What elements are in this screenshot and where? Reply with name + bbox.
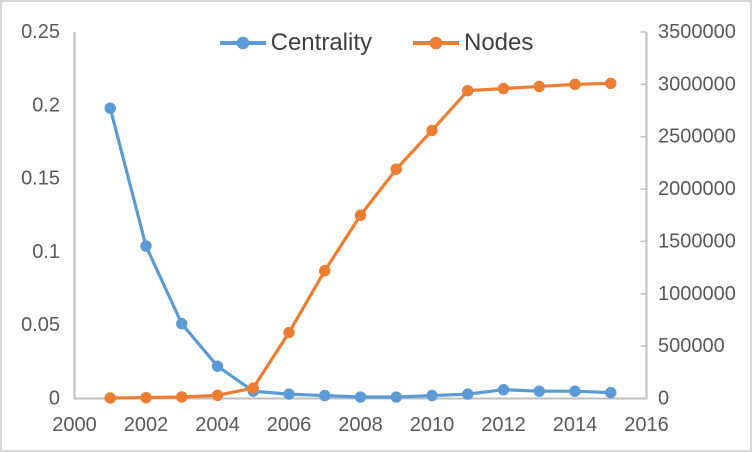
nodes-series-line [108,81,613,400]
centrality-line-marker-icon [219,36,266,50]
nodes-data-point[interactable] [390,163,402,175]
nodes-data-point[interactable] [426,124,438,137]
right-axis-tick-label: 0 [658,388,669,410]
centrality-data-point[interactable] [319,389,331,402]
nodes-line-marker-icon [413,36,459,50]
right-axis-tick-label: 1000000 [658,283,736,305]
x-axis-tick-label: 2000 [52,414,97,436]
x-axis-tick-label: 2008 [338,414,383,436]
right-axis-tick-label: 1500000 [658,230,736,252]
x-axis-tick-label: 2014 [553,414,598,436]
centrality-data-point[interactable] [497,384,510,396]
left-axis-tick-label: 0 [49,388,60,410]
nodes-data-point[interactable] [283,326,295,339]
nodes-data-point[interactable] [319,265,331,277]
right-axis-tick-label: 2000000 [658,178,736,200]
centrality-series-line [108,106,613,399]
centrality-data-point[interactable] [462,388,474,400]
nodes-data-point[interactable] [497,82,510,95]
nodes-data-point[interactable] [247,382,259,394]
nodes-data-point[interactable] [354,209,367,221]
centrality-data-point[interactable] [390,391,402,403]
right-axis-tick-label: 3000000 [658,73,736,95]
nodes-data-point[interactable] [462,84,474,97]
x-axis-tick-label: 2004 [195,414,240,436]
centrality-data-point[interactable] [569,385,581,397]
nodes-data-point[interactable] [140,391,152,404]
centrality-data-point[interactable] [104,102,116,114]
nodes-data-point[interactable] [176,391,188,403]
nodes-data-point[interactable] [211,389,224,402]
centrality-data-point[interactable] [605,386,617,399]
centrality-data-point[interactable] [533,385,545,397]
legend-label-nodes: Nodes [464,29,534,56]
left-axis-tick-label: 0.15 [21,168,60,190]
centrality-data-point[interactable] [426,389,438,402]
x-axis-tick-label: 2016 [624,414,669,436]
legend-item-nodes[interactable]: Nodes [412,28,533,58]
left-axis-tick-label: 0.05 [21,314,60,336]
right-axis-tick-label: 2500000 [658,126,736,148]
nodes-data-point[interactable] [104,392,116,404]
centrality-data-point[interactable] [283,388,295,400]
x-axis-tick-label: 2006 [267,414,312,436]
centrality-data-point[interactable] [176,318,188,330]
centrality-data-point[interactable] [140,240,152,252]
x-axis-tick-label: 2010 [410,414,455,436]
x-axis-tick-label: 2012 [481,414,526,436]
centrality-data-point[interactable] [354,391,367,403]
legend-label-centrality: Centrality [270,29,372,56]
right-axis-tick-label: 500000 [658,335,725,357]
left-axis-tick-label: 0.25 [21,21,60,43]
right-axis-tick-label: 3500000 [658,21,736,43]
legend: Centrality Nodes [2,28,750,58]
left-axis-tick-label: 0.2 [32,94,60,116]
x-axis-tick-label: 2002 [124,414,169,436]
legend-item-centrality[interactable]: Centrality [219,28,372,58]
nodes-data-point[interactable] [533,80,545,93]
centrality-data-point[interactable] [211,360,224,372]
nodes-data-point[interactable] [605,77,617,90]
nodes-data-point[interactable] [569,78,581,91]
left-axis-tick-label: 0.1 [32,241,60,263]
